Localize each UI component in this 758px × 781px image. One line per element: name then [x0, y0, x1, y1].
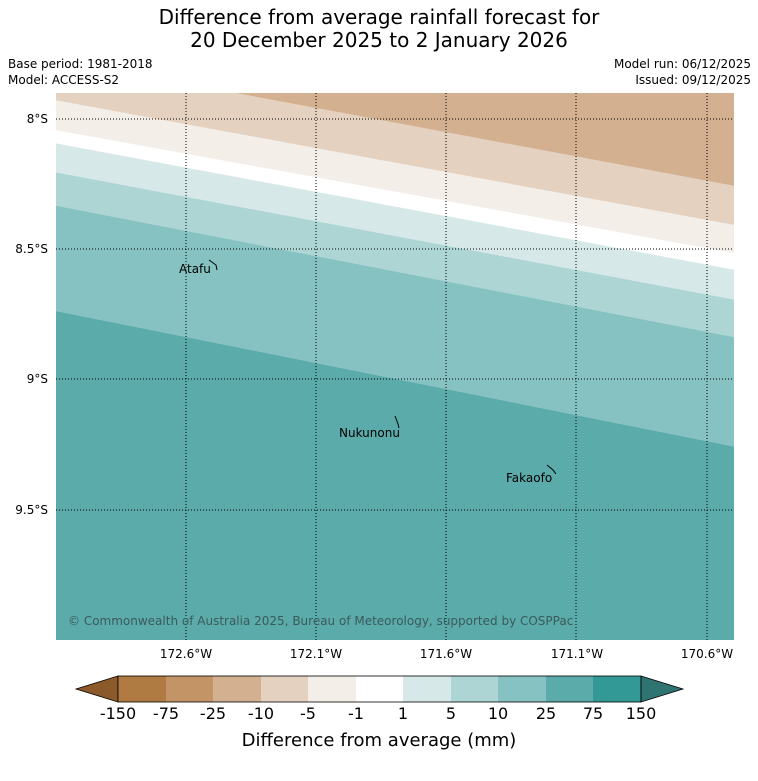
colorbar-tick-label: -1 — [348, 704, 364, 723]
colorbar-tick-label: 10 — [487, 704, 509, 723]
colorbar-tick-label: 5 — [445, 704, 457, 723]
colorbar-bin-8 — [451, 676, 498, 702]
colorbar-bin-11 — [593, 676, 641, 702]
lat-label-8-5s: 8.5°S — [15, 242, 48, 256]
place-label-fakaofo: Fakaofo — [506, 471, 553, 485]
band-neg25-neg10 — [236, 93, 734, 186]
lat-label-9-5s: 9.5°S — [15, 503, 48, 517]
colorbar-tick-label: -10 — [247, 704, 275, 723]
chart-title-line-2: 20 December 2025 to 2 January 2026 — [190, 28, 568, 52]
issued-text: Issued: 09/12/2025 — [635, 73, 751, 87]
colorbar-tick-label: 75 — [582, 704, 604, 723]
colorbar — [74, 675, 685, 703]
colorbar-frame — [117, 675, 642, 703]
chart-title-line-1: Difference from average rainfall forecas… — [158, 5, 600, 29]
colorbar-bin-4 — [261, 676, 308, 702]
atafu-atoll — [208, 259, 218, 271]
model-text: Model: ACCESS-S2 — [8, 73, 120, 87]
colorbar-extend-low — [74, 675, 119, 703]
colorbar-bin-9 — [498, 676, 546, 702]
model-run-text: Model run: 06/12/2025 — [613, 57, 751, 71]
colorbar-bin-10 — [546, 676, 593, 702]
colorbar-bin-1 — [118, 676, 166, 702]
colorbar-bin-2 — [166, 676, 213, 702]
place-label-nukunonu: Nukunonu — [339, 426, 400, 440]
colorbar-tick-label: 1 — [397, 704, 409, 723]
colorbar-bin-6 — [356, 676, 403, 702]
place-label-atafu: Atafu — [179, 262, 211, 276]
lon-label-171-1w: 171.1°W — [550, 647, 604, 661]
lon-label-172-6w: 172.6°W — [159, 647, 213, 661]
colorbar-tick-label: -25 — [199, 704, 227, 723]
colorbar-bin-3 — [213, 676, 261, 702]
colorbar-tick-label: -150 — [99, 704, 137, 723]
lon-label-170-6w: 170.6°W — [680, 647, 734, 661]
colorbar-tick-label: 25 — [535, 704, 557, 723]
lat-label-8s: 8°S — [26, 112, 48, 126]
base-period-text: Base period: 1981-2018 — [8, 57, 153, 71]
colorbar-extend-high — [640, 675, 685, 703]
nukunonu-atoll — [394, 415, 400, 429]
colorbar-bin-5 — [308, 676, 356, 702]
graticule — [56, 93, 734, 640]
colorbar-title: Difference from average (mm) — [241, 730, 517, 751]
colorbar-bin-7 — [403, 676, 451, 702]
copyright-notice: © Commonwealth of Australia 2025, Bureau… — [68, 614, 574, 628]
lon-label-172-1w: 172.1°W — [289, 647, 343, 661]
fakaofo-atoll — [546, 464, 557, 475]
lon-label-171-6w: 171.6°W — [419, 647, 473, 661]
rainfall-anomaly-field — [56, 93, 734, 640]
colorbar-tick-label: 150 — [625, 704, 657, 723]
atoll-outlines — [208, 259, 557, 475]
lat-label-9s: 9°S — [26, 372, 48, 386]
colorbar-tick-label: -5 — [300, 704, 316, 723]
colorbar-tick-label: -75 — [152, 704, 180, 723]
